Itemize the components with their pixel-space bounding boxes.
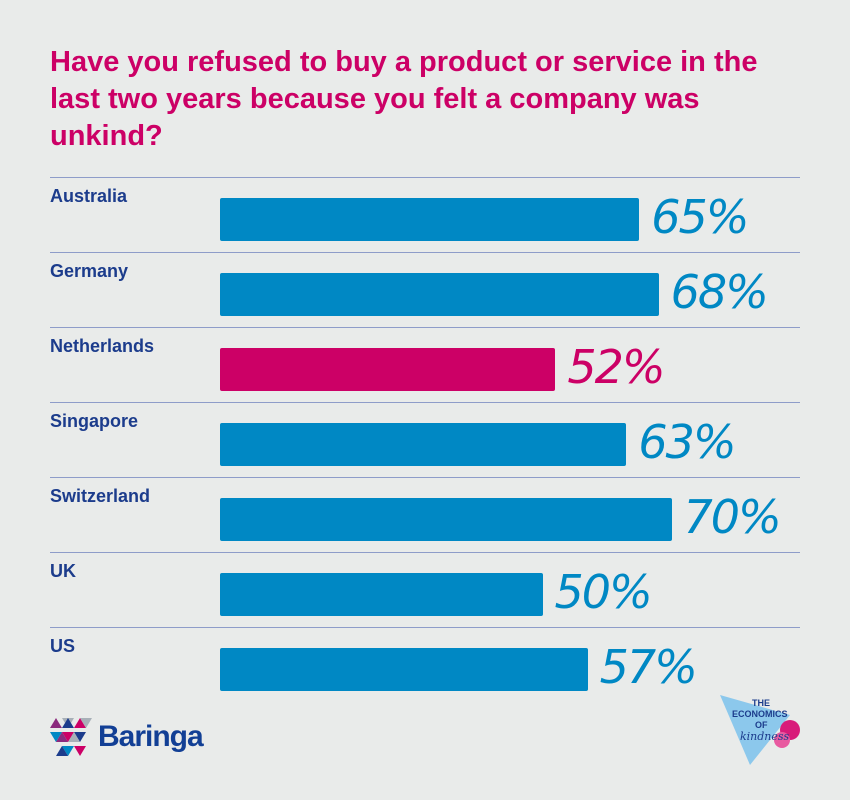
bar — [220, 273, 659, 316]
baringa-logo: Baringa — [50, 718, 204, 756]
bar-row: Switzerland 70% — [50, 477, 800, 553]
value-label: 68% — [670, 265, 769, 319]
brand-name: Baringa — [98, 720, 204, 753]
value-label: 50% — [554, 565, 653, 619]
bar-row: Netherlands 52% — [50, 327, 800, 403]
bar-row: Singapore 63% — [50, 402, 800, 478]
bar — [220, 423, 627, 466]
category-label: Germany — [50, 261, 129, 281]
bar — [220, 348, 556, 391]
category-label: Australia — [50, 186, 128, 206]
value-label: 65% — [651, 190, 749, 244]
baringa-triangles-icon — [50, 718, 92, 756]
svg-text:THE: THE — [752, 698, 770, 708]
bar-row: UK 50% — [50, 552, 800, 628]
chart-title: Have you refused to buy a product or ser… — [50, 46, 758, 152]
category-label: UK — [50, 561, 76, 581]
bar — [220, 198, 640, 241]
economics-of-kindness-logo: THE ECONOMICS OF kindness — [720, 695, 800, 765]
category-label: Netherlands — [50, 336, 155, 356]
bar — [220, 498, 672, 541]
bar-row: US 57% — [50, 627, 800, 703]
bar — [220, 573, 543, 616]
svg-text:ECONOMICS: ECONOMICS — [732, 709, 788, 719]
svg-text:OF: OF — [755, 720, 768, 730]
value-label: 52% — [567, 340, 665, 394]
bar-row: Australia 65% — [50, 177, 800, 253]
category-label: Singapore — [50, 411, 139, 431]
bar — [220, 648, 588, 691]
svg-text:kindness: kindness — [740, 730, 790, 743]
value-label: 70% — [683, 490, 782, 544]
value-label: 63% — [638, 415, 736, 469]
value-label: 57% — [599, 640, 698, 694]
category-label: Switzerland — [50, 486, 151, 506]
bar-row: Germany 68% — [50, 252, 800, 328]
category-label: US — [50, 636, 76, 656]
